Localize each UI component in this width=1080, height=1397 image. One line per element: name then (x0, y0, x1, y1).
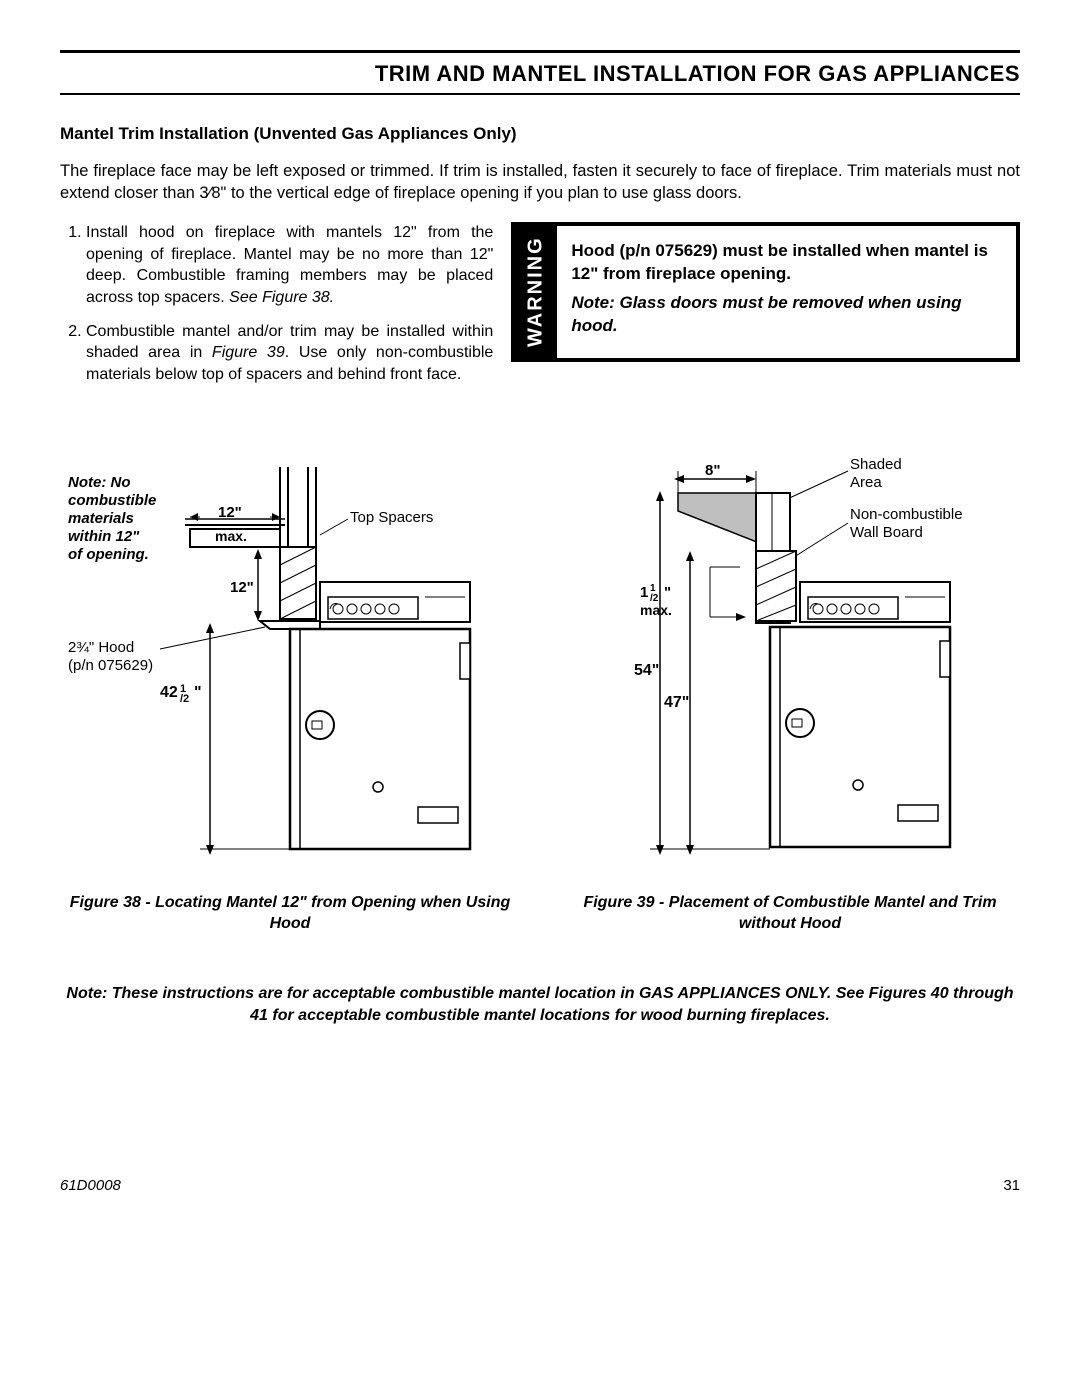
figures-row: Note: No combustible materials within 12… (60, 457, 1020, 935)
fig38-hood-label-1: 2¾" Hood (68, 639, 134, 656)
fig39-dim-15: 1 (640, 584, 648, 601)
fig39-dim-8: 8" (705, 462, 720, 479)
footer-doc-id: 61D0008 (60, 1176, 121, 1196)
columns-row: Install hood on fireplace with mantels 1… (60, 222, 1020, 397)
fig38-note-line1: Note: No (68, 474, 131, 491)
warning-body: Hood (p/n 075629) must be installed when… (557, 226, 1016, 358)
footer-page-number: 31 (1003, 1176, 1020, 1196)
section-subhead: Mantel Trim Installation (Unvented Gas A… (60, 123, 1020, 146)
steps-list: Install hood on fireplace with mantels 1… (60, 222, 493, 385)
warning-tab: WARNING (515, 226, 557, 358)
fig38-top-spacers-label: Top Spacers (350, 509, 433, 526)
svg-text:": " (194, 684, 202, 701)
step-2-ref: Figure 39 (212, 344, 285, 361)
svg-text:": " (664, 584, 671, 601)
title-bottom-rule (60, 93, 1020, 95)
fig39-shaded-label-1: Shaded (850, 457, 902, 473)
fig38-dim-top: 12" (218, 504, 242, 521)
figure-38: Note: No combustible materials within 12… (60, 457, 520, 935)
fig38-note-line2: combustible (68, 492, 156, 509)
fig38-dim-12: 12" (230, 579, 254, 596)
step-2: Combustible mantel and/or trim may be in… (86, 321, 493, 386)
fig39-noncomb-2: Wall Board (850, 524, 923, 541)
fig38-note-line5: of opening. (68, 546, 149, 563)
fig39-dim-54: 54" (634, 662, 659, 679)
page-title: TRIM AND MANTEL INSTALLATION FOR GAS APP… (60, 59, 1020, 89)
right-column: WARNING Hood (p/n 075629) must be instal… (511, 222, 1020, 362)
left-column: Install hood on fireplace with mantels 1… (60, 222, 493, 397)
fig38-dim-top-sub: max. (215, 528, 247, 544)
figure-39-caption: Figure 39 - Placement of Combustible Man… (560, 893, 1020, 935)
warning-box: WARNING Hood (p/n 075629) must be instal… (511, 222, 1020, 362)
fig39-shaded-label-2: Area (850, 474, 882, 491)
figure-39-svg: 8" Shaded Area Non-combustible Wall Boar… (560, 457, 1020, 877)
bottom-note: Note: These instructions are for accepta… (60, 983, 1020, 1026)
warning-italic: Note: Glass doors must be removed when u… (571, 292, 1002, 338)
figure-39: 8" Shaded Area Non-combustible Wall Boar… (560, 457, 1020, 935)
warning-bold: Hood (p/n 075629) must be installed when… (571, 240, 1002, 286)
step-1-ref: See Figure 38. (229, 289, 334, 306)
intro-paragraph: The fireplace face may be left exposed o… (60, 160, 1020, 205)
fig38-height-42: 42 (160, 684, 178, 701)
fig39-dim-15-sub: max. (640, 602, 672, 618)
figure-38-svg: Note: No combustible materials within 12… (60, 457, 520, 877)
page-footer: 61D0008 31 (60, 1176, 1020, 1196)
title-top-rule (60, 50, 1020, 53)
fig38-hood-label-2: (p/n 075629) (68, 657, 153, 674)
fig39-dim-47: 47" (664, 694, 689, 711)
fig38-note-line4: within 12" (68, 528, 140, 545)
fig38-spacer-block (280, 547, 316, 619)
svg-text:/2: /2 (180, 693, 189, 705)
figure-38-caption: Figure 38 - Locating Mantel 12" from Ope… (60, 893, 520, 935)
fig39-noncomb-1: Non-combustible (850, 506, 963, 523)
fig38-note-line3: materials (68, 510, 134, 527)
step-1: Install hood on fireplace with mantels 1… (86, 222, 493, 308)
